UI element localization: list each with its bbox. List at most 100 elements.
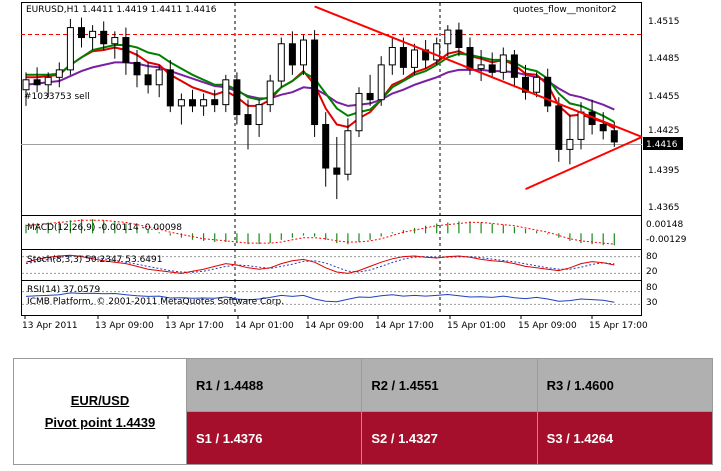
candle [288,31,296,75]
bear-candle-body [233,79,241,116]
candle [255,99,263,137]
candle [555,97,563,162]
candle [366,74,374,106]
bear-candle-body [244,114,252,126]
bear-candle-body [78,27,85,39]
candle [66,18,74,75]
candle [377,56,385,106]
bull-candle-body [200,99,208,107]
bear-candle-body [189,99,196,107]
bull-candle-body [499,54,507,73]
rsi-tick: 80 [646,283,658,293]
bear-candle-body [333,167,341,175]
candle [89,25,97,50]
candle [488,52,496,78]
bull-candle-body [266,80,274,106]
candle [333,136,341,200]
candle [510,49,518,88]
candle [266,74,274,113]
candle [499,47,507,80]
platform-footer: ICMB Platform, © 2001-2011 MetaQuotes So… [27,297,284,307]
candle [300,35,307,75]
price-pane [22,5,643,200]
candle [399,37,407,75]
candle [222,74,230,113]
candle [477,49,485,82]
bull-candle-body [433,43,441,61]
y-tick-label: 1.4395 [648,166,680,176]
time-axis: 13 Apr 2011 13 Apr 09:00 13 Apr 17:00 14 Ap… [22,315,648,331]
macd-pane [25,219,615,246]
macd-tick: -0.00129 [646,235,687,245]
candle [33,67,41,93]
bull-candle-body [444,29,452,45]
candle [55,62,63,88]
candle [78,17,85,48]
macd-tick: 0.00148 [646,220,683,230]
stoch-tick: 80 [646,252,658,262]
bull-candle-body [277,43,285,82]
candle [522,64,529,100]
price-axis: 1.4515 1.4485 1.4455 1.4425 1.4395 1.436… [648,17,680,213]
bear-candle-body [488,64,496,73]
trading-chart: EURUSD,H1 1.4411 1.4419 1.4411 1.4416 qu… [21,2,687,331]
candle [44,72,52,98]
y-tick-label: 1.4515 [648,17,680,27]
bear-candle-body [133,61,141,76]
candle [111,31,119,59]
candle [155,64,163,98]
x-tick-label: 13 Apr 09:00 [95,321,154,331]
bull-candle-body [111,37,119,45]
candle [533,72,541,98]
bull-candle-body [377,64,385,101]
bull-candle-body [411,49,418,68]
bull-candle-body [566,138,574,150]
x-tick-label: 14 Apr 09:00 [305,321,364,331]
bear-candle-body [399,46,407,68]
bull-candle-body [89,30,97,39]
bear-candle-body [599,124,607,132]
candle [411,43,418,75]
r1-cell: R1 / 1.4488 [185,358,363,412]
bear-candle-body [166,69,174,107]
x-tick-label: 15 Apr 09:00 [518,321,577,331]
candle [444,25,452,57]
pivot-point-label: Pivot point 1.4439 [44,414,156,430]
bull-candle-body [388,46,396,66]
candle [166,59,174,113]
pair-label: EUR/USD [70,392,130,408]
trend-line [314,5,643,138]
bear-candle-body [311,39,319,126]
indicator-name: quotes_flow__monitor2 [513,5,617,15]
y-tick-label: 1.4485 [648,54,680,64]
bear-candle-body [466,46,474,70]
bear-candle-body [322,124,330,169]
candle [244,99,252,150]
bear-candle-body [33,79,41,86]
stoch-pane [22,254,641,274]
candle [388,37,396,75]
x-tick-label: 15 Apr 01:00 [447,321,506,331]
y-tick-label: 1.4425 [648,126,680,136]
bull-candle-body [22,79,30,91]
rsi-line [25,292,615,303]
candle [22,72,30,106]
bear-candle-body [288,43,296,66]
candle [433,37,441,65]
current-price-label: 1.4416 [646,140,678,150]
order-label: #1033753 sell [24,92,90,102]
candle [122,27,130,75]
bull-candle-body [55,69,63,78]
x-tick-label: 13 Apr 2011 [22,321,78,331]
candle [177,93,185,125]
bull-candle-body [44,76,52,86]
r2-cell: R2 / 1.4551 [361,358,538,412]
bear-candle-body [100,30,108,45]
bear-candle-body [144,74,152,86]
stoch-title: Stoch(8,3,3) 50.2347 53.6491 [27,255,162,265]
candle [455,22,463,57]
rsi-title: RSI(14) 37.0579 [27,285,100,295]
bear-candle-body [610,130,618,143]
y-tick-label: 1.4455 [648,92,680,102]
candle [200,93,208,116]
